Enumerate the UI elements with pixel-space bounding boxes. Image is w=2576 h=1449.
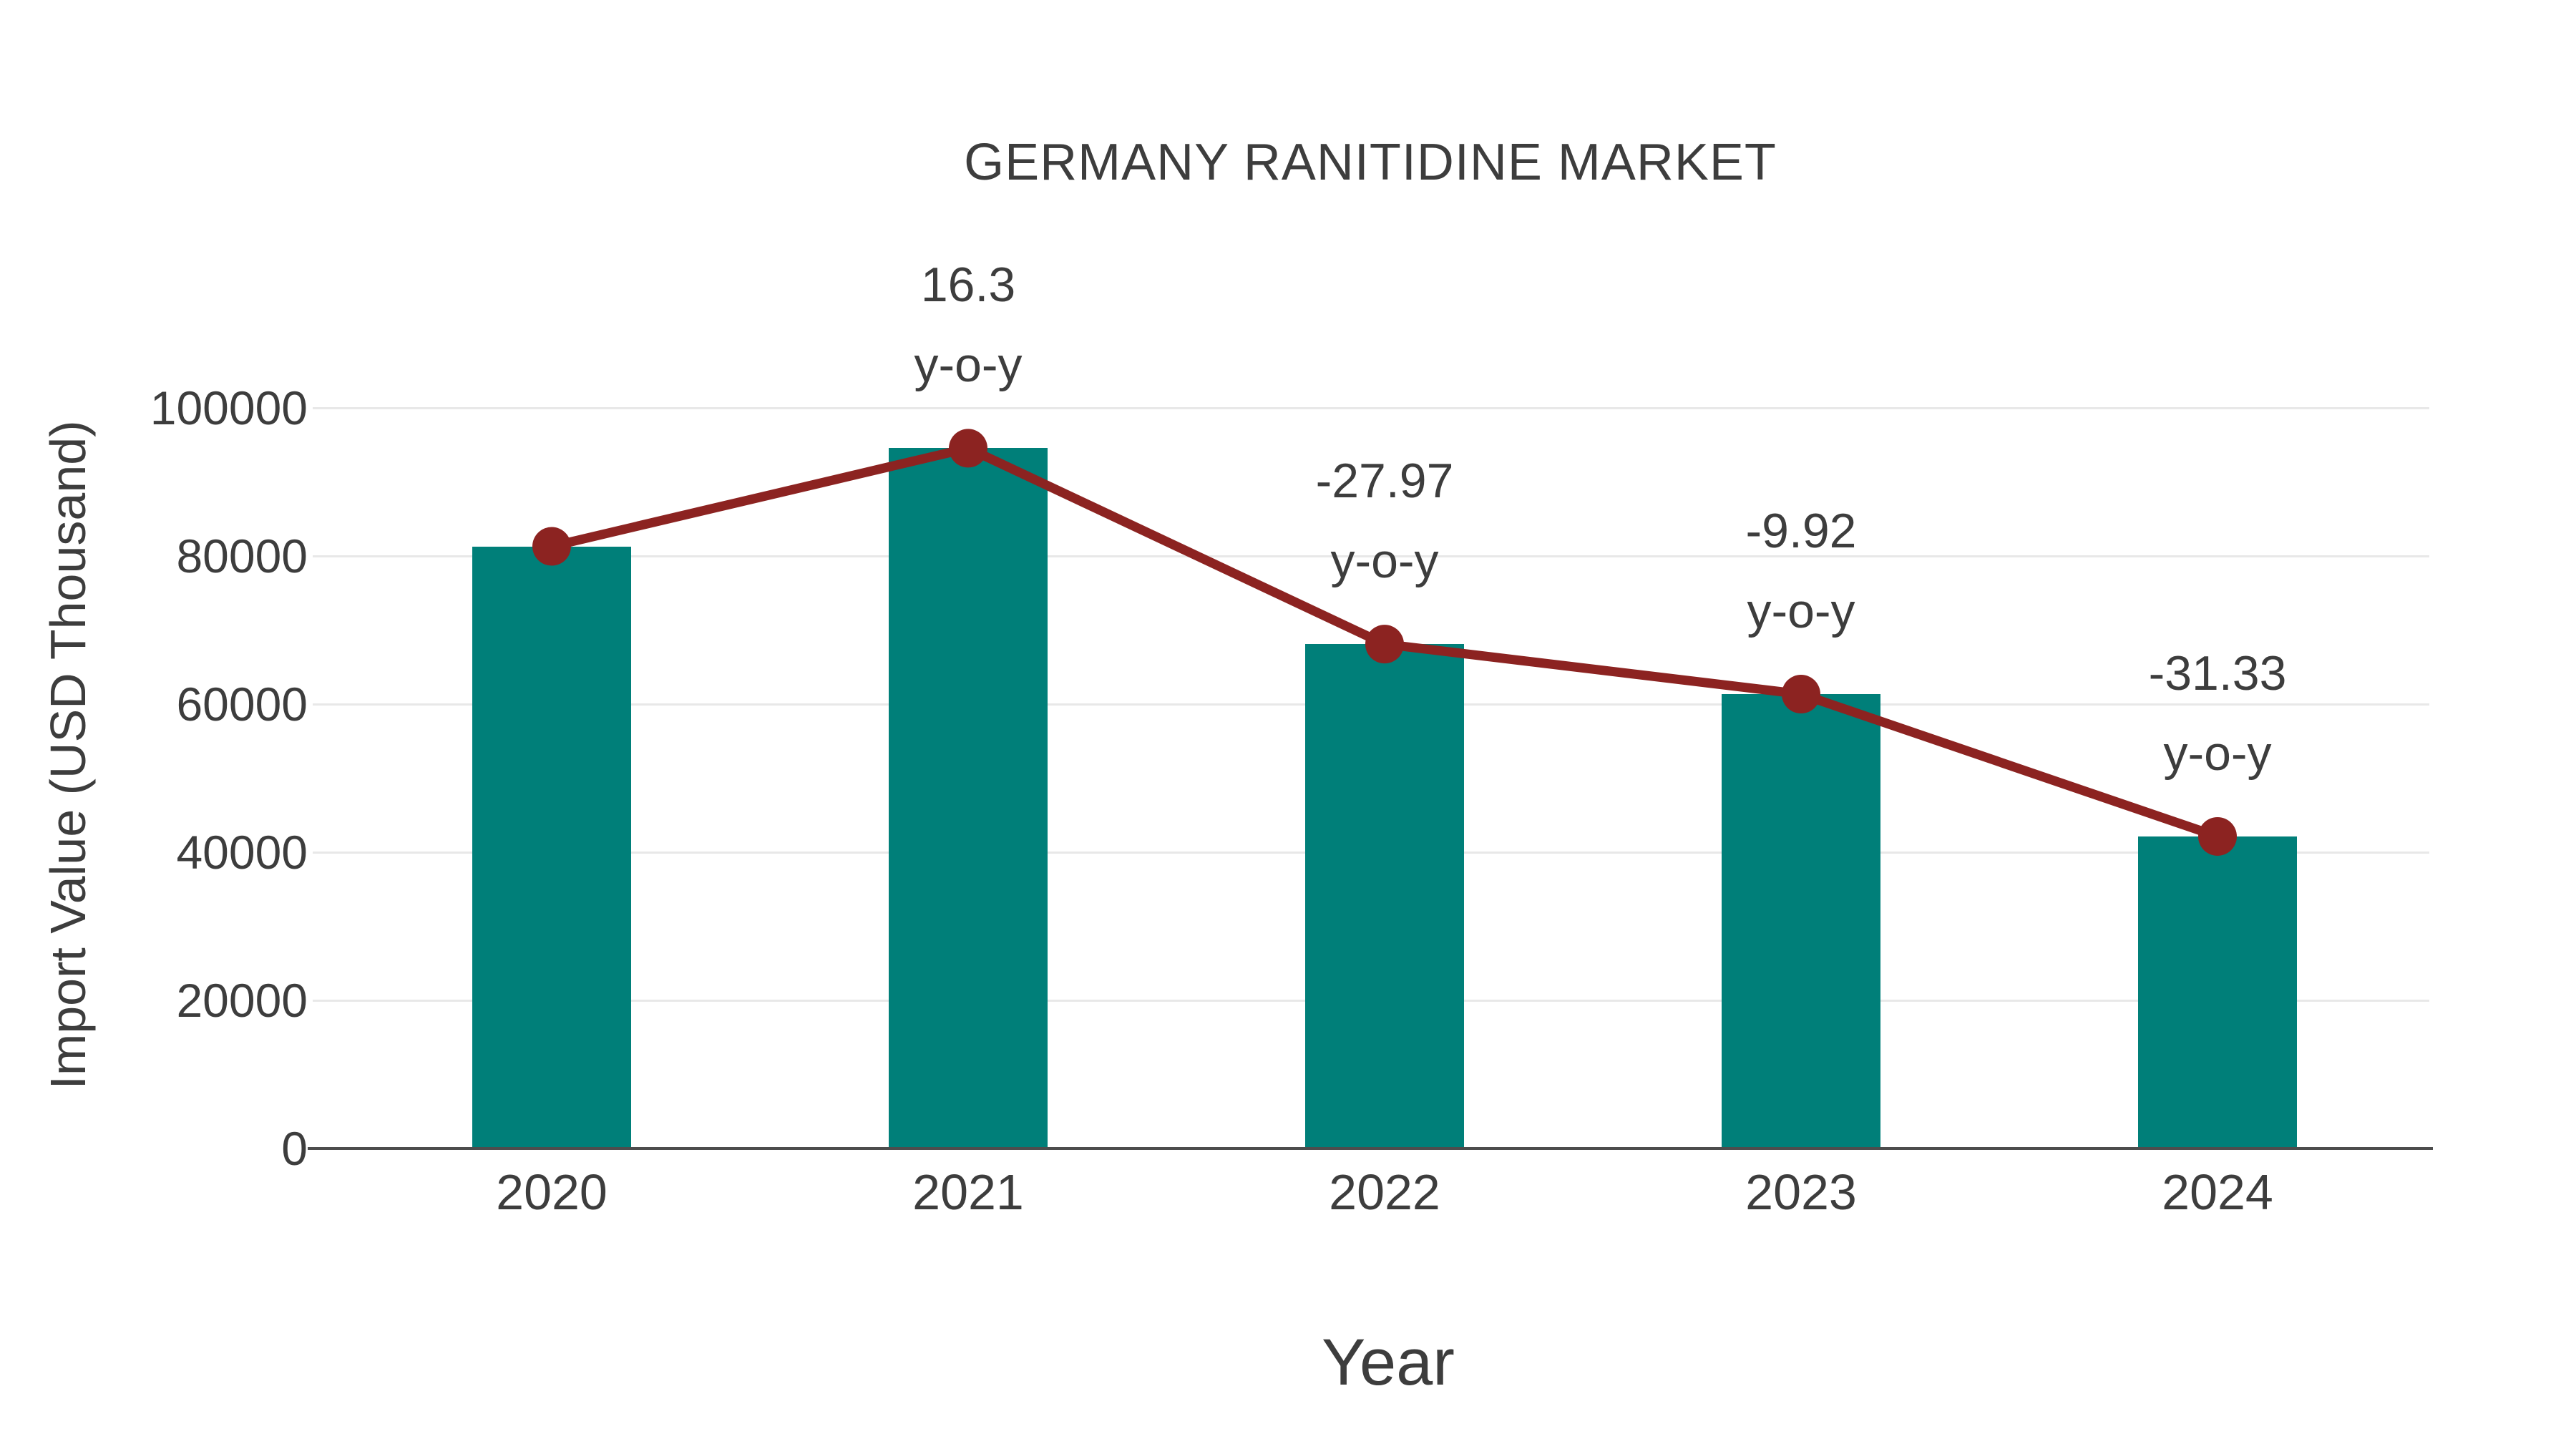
bar-2020 <box>472 546 631 1148</box>
x-tick-label-2021: 2021 <box>912 1164 1024 1220</box>
data-point-2023 <box>1782 675 1820 714</box>
bar-2024 <box>2138 836 2297 1148</box>
bar-2023 <box>1722 694 1880 1148</box>
annotation-label-2024: y-o-y <box>2163 726 2272 781</box>
annotation-value-2022: -27.97 <box>1315 454 1454 509</box>
x-tick-label-2023: 2023 <box>1745 1164 1857 1220</box>
annotation-2024: -31.33 y-o-y <box>2149 633 2287 794</box>
data-point-2020 <box>532 527 571 566</box>
y-tick-label-0: 0 <box>281 1122 308 1175</box>
x-tick-label-2024: 2024 <box>2162 1164 2273 1220</box>
y-tick-label-80000: 80000 <box>176 530 308 582</box>
data-point-2022 <box>1365 625 1404 664</box>
annotation-label-2021: y-o-y <box>914 338 1023 393</box>
annotation-value-2024: -31.33 <box>2148 645 2287 701</box>
data-point-2024 <box>2198 816 2237 856</box>
annotation-label-2023: y-o-y <box>1747 584 1855 639</box>
annotation-2023: -9.92 y-o-y <box>1746 491 1857 651</box>
bar-2021 <box>889 448 1048 1148</box>
bar-2022 <box>1305 644 1464 1148</box>
x-axis-title: Year <box>1322 1326 1455 1399</box>
y-tick-label-20000: 20000 <box>176 974 308 1027</box>
annotation-2021: 16.3 y-o-y <box>914 245 1022 405</box>
annotation-2022: -27.97 y-o-y <box>1316 441 1454 601</box>
y-tick-label-40000: 40000 <box>176 826 308 879</box>
gridline-100000 <box>313 407 2429 409</box>
chart-title: GERMANY RANITIDINE MARKET <box>964 134 1777 191</box>
gridline-80000 <box>313 555 2429 557</box>
y-tick-label-60000: 60000 <box>176 678 308 731</box>
x-axis-line <box>308 1147 2433 1150</box>
annotation-value-2023: -9.92 <box>1745 504 1857 559</box>
x-tick-label-2020: 2020 <box>496 1164 608 1220</box>
annotation-value-2021: 16.3 <box>920 258 1016 313</box>
annotation-label-2022: y-o-y <box>1330 534 1439 589</box>
x-tick-label-2022: 2022 <box>1329 1164 1440 1220</box>
y-tick-label-100000: 100000 <box>150 381 308 434</box>
data-point-2021 <box>949 429 987 468</box>
